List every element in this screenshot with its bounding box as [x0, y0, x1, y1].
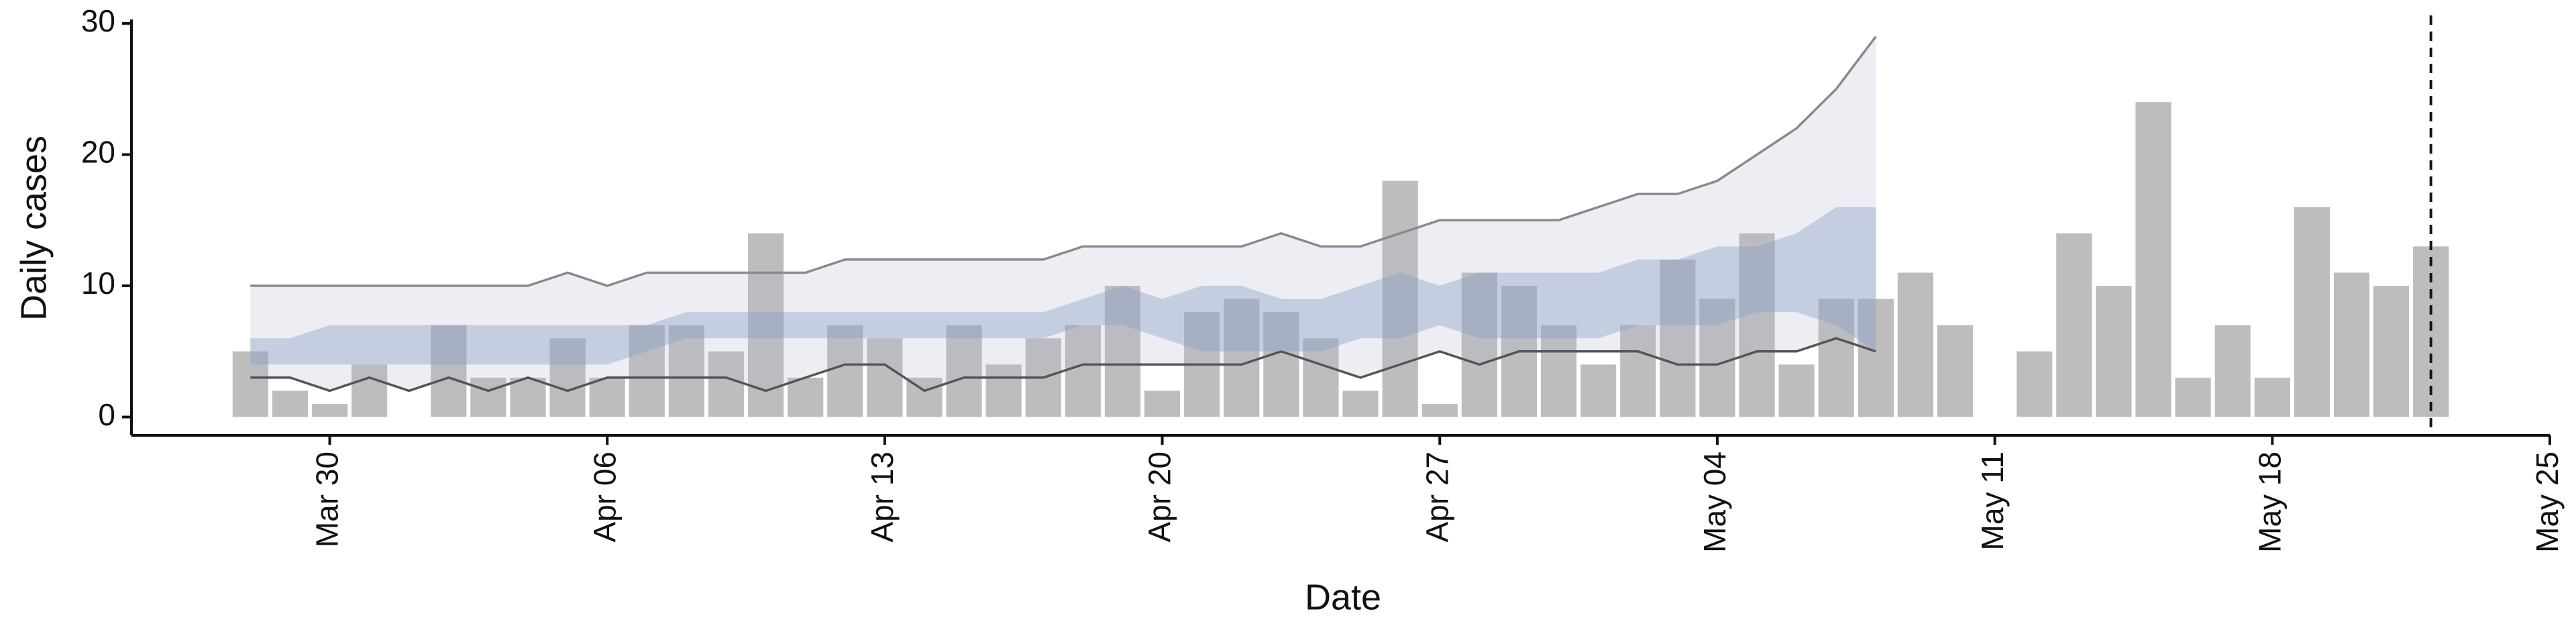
y-tick-label: 30 — [81, 3, 115, 38]
bar — [985, 364, 1022, 417]
y-tick-label: 10 — [81, 266, 115, 301]
bar — [1620, 325, 1656, 417]
bar — [1461, 272, 1497, 417]
forecast-band — [250, 207, 1876, 365]
bar — [708, 351, 745, 417]
bar — [272, 390, 308, 417]
bar — [1224, 299, 1260, 417]
bar — [1382, 180, 1418, 417]
bar — [470, 377, 506, 417]
y-tick-label: 20 — [81, 135, 115, 170]
bar — [2373, 286, 2410, 417]
bar — [2135, 102, 2171, 417]
bar — [1858, 299, 1894, 417]
bar — [2175, 377, 2211, 417]
bar — [1540, 325, 1577, 417]
bar — [788, 377, 824, 417]
bar — [827, 325, 863, 417]
bar — [1699, 299, 1735, 417]
bar — [1660, 259, 1696, 417]
bar — [1303, 338, 1339, 417]
bar — [431, 325, 467, 417]
y-tick-label: 0 — [98, 397, 115, 432]
x-tick-label: May 25 — [2530, 451, 2565, 553]
bar — [549, 338, 586, 417]
bar — [2333, 272, 2370, 417]
bar — [1580, 364, 1617, 417]
bar — [1897, 272, 1934, 417]
x-axis-label: Date — [1305, 577, 1381, 617]
band-edge-line — [250, 337, 1876, 392]
bar — [668, 325, 704, 417]
bar — [2017, 351, 2053, 417]
bar — [2096, 286, 2132, 417]
x-tick-label: Apr 20 — [1142, 451, 1177, 543]
bar — [629, 325, 665, 417]
bar — [1065, 325, 1101, 417]
bar — [1937, 325, 1974, 417]
x-tick-label: Apr 06 — [587, 451, 622, 543]
bar — [946, 325, 982, 417]
bar — [2254, 377, 2290, 417]
bar — [589, 377, 625, 417]
x-tick-label: May 18 — [2252, 451, 2287, 553]
bar — [2294, 207, 2330, 417]
bar — [1778, 364, 1815, 417]
x-tick-label: May 11 — [1975, 451, 2010, 550]
bar — [1144, 390, 1181, 417]
bar — [510, 377, 546, 417]
bar — [1342, 390, 1379, 417]
plot-area: 0 10 20 30 Mar 30 Apr 06 Apr 13 Apr 20 Apr 27 May… — [81, 3, 2565, 553]
bar — [867, 338, 903, 417]
forecast-band — [250, 36, 1876, 391]
x-tick-label: Apr 27 — [1419, 451, 1454, 543]
band-edge-line — [250, 36, 1877, 287]
bar — [1739, 233, 1775, 417]
x-tick-label: Apr 13 — [865, 451, 900, 543]
bar — [351, 364, 388, 417]
x-tick-label: May 04 — [1697, 451, 1732, 553]
bar — [1263, 312, 1299, 417]
bar — [1818, 299, 1854, 417]
x-tick-label: Mar 30 — [310, 451, 345, 547]
bar — [1421, 404, 1458, 417]
bar — [2214, 325, 2251, 417]
y-axis-label: Daily cases — [13, 136, 54, 321]
bar — [1104, 286, 1141, 417]
bar — [311, 404, 348, 417]
bar — [2056, 233, 2092, 417]
bar — [232, 351, 268, 417]
